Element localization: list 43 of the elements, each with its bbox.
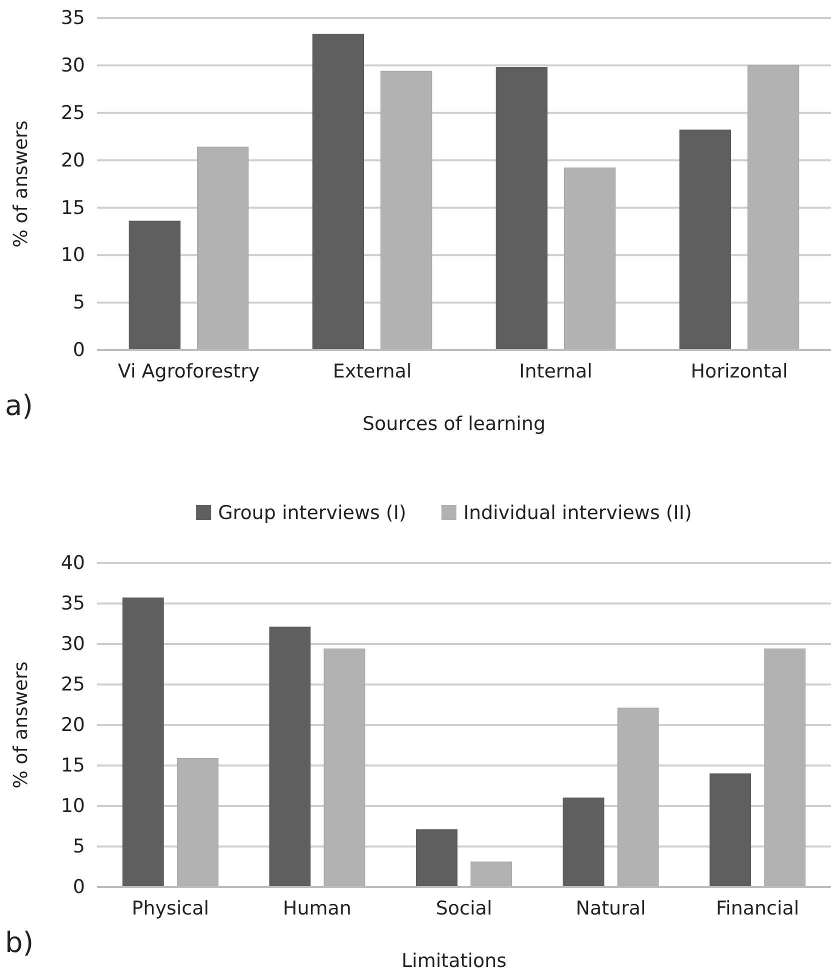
- y-tick-label: 15: [60, 196, 85, 219]
- bar: [496, 67, 548, 350]
- y-axis-title: % of answers: [10, 120, 32, 248]
- y-tick-label: 30: [60, 54, 85, 77]
- y-tick-label: 25: [60, 674, 85, 696]
- x-tick-label: Social: [436, 897, 492, 920]
- y-tick-label: 20: [60, 714, 85, 736]
- x-axis-title: Limitations: [401, 950, 507, 972]
- y-tick-label: 10: [60, 244, 85, 266]
- x-tick-label: Financial: [716, 897, 800, 920]
- x-tick-label: Physical: [132, 897, 210, 920]
- bar: [312, 34, 364, 350]
- y-tick-label: 5: [72, 836, 85, 858]
- y-tick-label: 10: [60, 795, 85, 818]
- legend-label: Individual interviews (II): [463, 502, 692, 524]
- legend-label: Group interviews (I): [218, 502, 406, 524]
- y-axis-title: % of answers: [10, 662, 32, 788]
- x-axis-title: Sources of learning: [362, 413, 546, 435]
- x-tick-label: Horizontal: [690, 360, 788, 382]
- y-tick-label: 35: [60, 592, 85, 615]
- bar: [562, 798, 604, 888]
- y-tick-label: 0: [72, 876, 85, 898]
- bar: [122, 598, 164, 888]
- x-tick-label: External: [332, 360, 412, 382]
- y-tick-label: 35: [60, 7, 85, 30]
- x-tick-label: Internal: [519, 360, 592, 382]
- x-tick-label: Natural: [576, 897, 646, 920]
- bar: [269, 626, 311, 888]
- x-tick-label: Human: [282, 897, 352, 920]
- bar: [679, 130, 731, 350]
- y-tick-label: 30: [60, 633, 85, 656]
- y-tick-label: 40: [60, 552, 85, 574]
- bar: [128, 220, 180, 350]
- y-tick-label: 5: [72, 292, 85, 314]
- bar: [416, 829, 458, 888]
- text: b): [5, 926, 34, 959]
- y-tick-label: 25: [60, 102, 85, 124]
- y-tick-label: 15: [60, 754, 85, 777]
- x-tick-label: Vi Agroforestry: [118, 360, 260, 382]
- y-tick-label: 20: [60, 149, 85, 172]
- y-tick-label: 0: [72, 339, 85, 362]
- bar: [710, 773, 752, 888]
- text: a): [5, 389, 34, 422]
